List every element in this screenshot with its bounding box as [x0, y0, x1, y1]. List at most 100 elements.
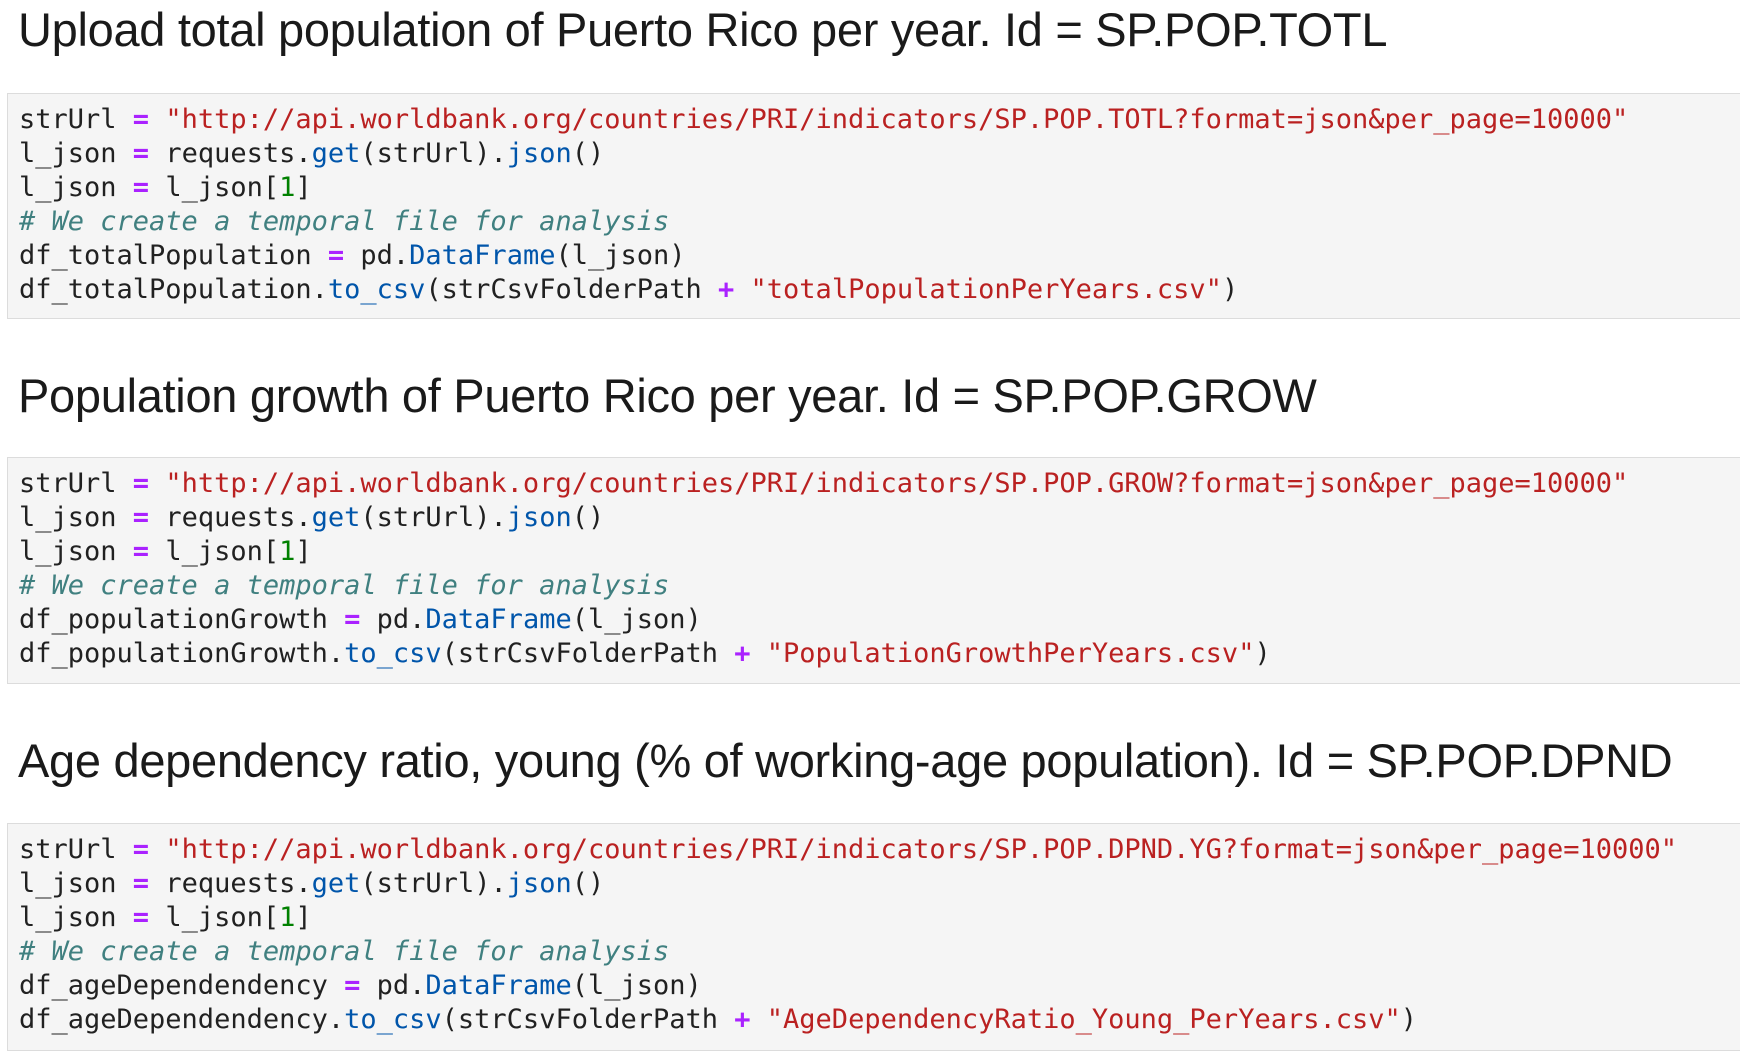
code-line-6: df_totalPopulation.to_csv(strCsvFolderPa… [19, 273, 1740, 307]
code-token: = [132, 868, 150, 899]
code-token: ) [1254, 638, 1271, 669]
code-line-3: l_json = l_json[1] [19, 535, 1740, 569]
code-token: (strUrl). [360, 868, 507, 899]
code-line-4: # We create a temporal file for analysis [19, 569, 1740, 603]
code-token: "PopulationGrowthPerYears.csv" [750, 638, 1255, 669]
code-token: pd. [344, 240, 410, 271]
code-token: (l_json) [571, 970, 702, 1001]
code-cell-population-growth[interactable]: strUrl = "http://api.worldbank.org/count… [7, 457, 1740, 684]
code-token: df_populationGrowth. [19, 638, 345, 669]
code-token: json [506, 868, 572, 899]
code-token: df_ageDependendency. [19, 1004, 345, 1035]
code-token: (l_json) [571, 604, 702, 635]
code-token: = [132, 502, 150, 533]
code-token: DataFrame [409, 240, 556, 271]
code-token: l_json [19, 902, 133, 933]
code-token: pd. [360, 970, 426, 1001]
code-token: strUrl [19, 834, 133, 865]
code-token: requests. [149, 502, 312, 533]
code-line-3: l_json = l_json[1] [19, 171, 1740, 205]
code-cell-age-dependency[interactable]: strUrl = "http://api.worldbank.org/count… [7, 823, 1740, 1051]
code-line-5: df_totalPopulation = pd.DataFrame(l_json… [19, 239, 1740, 273]
code-token: "AgeDependencyRatio_Young_PerYears.csv" [750, 1004, 1401, 1035]
code-comment: # We create a temporal file for analysis [19, 206, 670, 237]
code-line-6: df_populationGrowth.to_csv(strCsvFolderP… [19, 637, 1740, 671]
code-token: strUrl [19, 468, 133, 499]
code-token: ) [1221, 274, 1239, 305]
code-token: ] [295, 536, 312, 567]
code-line-4: # We create a temporal file for analysis [19, 205, 1740, 239]
code-line-2: l_json = requests.get(strUrl).json() [19, 867, 1740, 901]
code-line-1: strUrl = "http://api.worldbank.org/count… [19, 467, 1740, 501]
code-token: l_json [19, 868, 133, 899]
code-token: = [132, 138, 150, 169]
code-token: (strCsvFolderPath [441, 1004, 735, 1035]
code-comment: # We create a temporal file for analysis [19, 570, 670, 601]
code-token: df_ageDependendency [19, 970, 345, 1001]
code-token: l_json [19, 172, 133, 203]
code-token: = [327, 240, 345, 271]
code-token: get [311, 868, 361, 899]
code-line-6: df_ageDependendency.to_csv(strCsvFolderP… [19, 1003, 1740, 1037]
code-token: get [311, 502, 361, 533]
code-token: (strUrl). [360, 502, 507, 533]
code-token: to_csv [327, 274, 426, 305]
code-token: l_json[ [149, 172, 280, 203]
code-token: df_populationGrowth [19, 604, 345, 635]
code-token: l_json [19, 536, 133, 567]
code-token: () [571, 502, 605, 533]
code-token: to_csv [344, 1004, 442, 1035]
code-token: = [132, 834, 150, 865]
code-token: strUrl [19, 104, 133, 135]
code-line-2: l_json = requests.get(strUrl).json() [19, 501, 1740, 535]
code-token: (strCsvFolderPath [425, 274, 719, 305]
code-token: + [718, 274, 735, 305]
code-token: to_csv [344, 638, 442, 669]
code-token: = [132, 468, 150, 499]
code-token: (strCsvFolderPath [441, 638, 735, 669]
code-line-1: strUrl = "http://api.worldbank.org/count… [19, 103, 1740, 137]
code-token: ] [295, 172, 312, 203]
code-cell-total-population[interactable]: strUrl = "http://api.worldbank.org/count… [7, 93, 1740, 319]
code-line-3: l_json = l_json[1] [19, 901, 1740, 935]
code-token: ] [295, 902, 312, 933]
code-token: = [344, 604, 361, 635]
code-token: df_totalPopulation. [19, 274, 328, 305]
markdown-heading-total-population: Upload total population of Puerto Rico p… [18, 3, 1388, 56]
code-line-5: df_populationGrowth = pd.DataFrame(l_jso… [19, 603, 1740, 637]
code-line-5: df_ageDependendency = pd.DataFrame(l_jso… [19, 969, 1740, 1003]
code-token: df_totalPopulation [19, 240, 328, 271]
code-token: 1 [279, 172, 296, 203]
code-token: = [132, 104, 150, 135]
code-token: (strUrl). [360, 138, 507, 169]
code-token: l_json[ [149, 536, 280, 567]
code-token: "http://api.worldbank.org/countries/PRI/… [149, 468, 1629, 499]
code-token: + [734, 1004, 751, 1035]
code-token: l_json [19, 502, 133, 533]
code-line-4: # We create a temporal file for analysis [19, 935, 1740, 969]
markdown-heading-population-growth: Population growth of Puerto Rico per yea… [18, 369, 1317, 422]
code-token: pd. [360, 604, 426, 635]
code-token: 1 [279, 902, 296, 933]
code-token: json [506, 502, 572, 533]
code-line-1: strUrl = "http://api.worldbank.org/count… [19, 833, 1740, 867]
code-token: () [571, 868, 605, 899]
code-token: = [344, 970, 361, 1001]
code-line-2: l_json = requests.get(strUrl).json() [19, 137, 1740, 171]
code-token: = [132, 172, 150, 203]
code-comment: # We create a temporal file for analysis [19, 936, 670, 967]
code-token: ) [1400, 1004, 1418, 1035]
code-token: + [734, 638, 751, 669]
code-token: (l_json) [555, 240, 686, 271]
code-token: 1 [279, 536, 296, 567]
code-token: json [506, 138, 572, 169]
code-token: l_json [19, 138, 133, 169]
code-token: = [132, 902, 150, 933]
code-token: DataFrame [425, 970, 572, 1001]
code-token: "http://api.worldbank.org/countries/PRI/… [149, 834, 1678, 865]
code-token: "totalPopulationPerYears.csv" [734, 274, 1222, 305]
code-token: requests. [149, 868, 312, 899]
code-token: requests. [149, 138, 312, 169]
code-token: get [311, 138, 361, 169]
